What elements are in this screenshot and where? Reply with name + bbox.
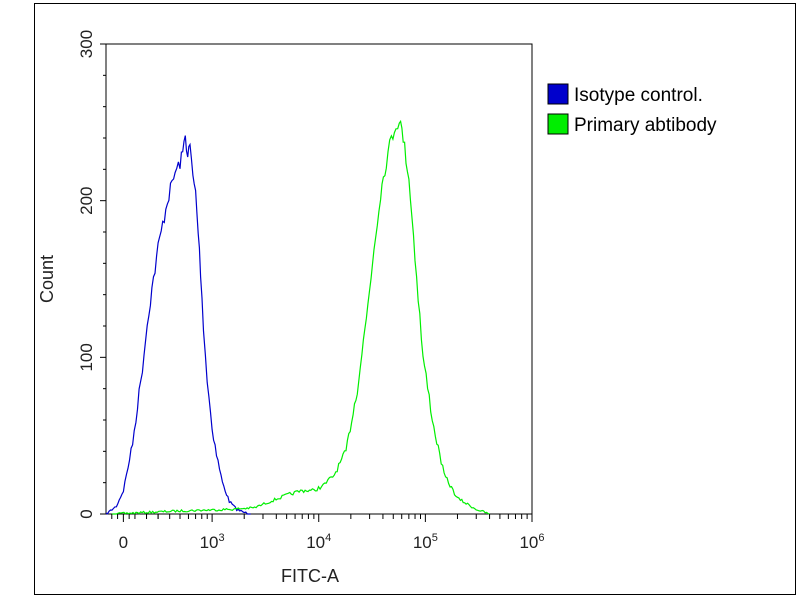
series-line-0 <box>105 135 251 515</box>
x-tick-label-base: 10 <box>413 533 432 552</box>
legend-swatch-1 <box>547 113 569 135</box>
y-tick-label-0: 0 <box>77 509 96 518</box>
y-axis-title: Count <box>37 255 57 303</box>
x-tick-label-base: 10 <box>200 533 219 552</box>
x-axis-title: FITC-A <box>281 566 339 586</box>
x-tick-label: 0 <box>119 533 128 552</box>
series-layer <box>105 119 490 515</box>
x-tick-label-base: 10 <box>519 533 538 552</box>
legend-label-1: Primary abtibody <box>574 115 717 136</box>
x-tick-label-exponent: 4 <box>325 532 331 544</box>
x-tick-label-exponent: 5 <box>432 532 438 544</box>
plot-border <box>105 43 533 515</box>
x-tick-label: 103 <box>200 532 225 552</box>
figure-frame: 0 100 200 300 0 103 104 105 106 FITC-A Count Is… <box>34 3 796 595</box>
y-axis: 0 100 200 300 <box>77 30 106 519</box>
legend: Isotype control. Primary abtibody <box>547 83 717 136</box>
x-tick-label-base: 0 <box>119 533 128 552</box>
y-tick-label-200: 200 <box>77 186 96 214</box>
x-tick-label: 105 <box>413 532 438 552</box>
y-tick-label-300: 300 <box>77 30 96 58</box>
x-tick-label-base: 10 <box>306 533 325 552</box>
legend-label-0: Isotype control. <box>574 85 703 106</box>
x-tick-label-exponent: 3 <box>219 532 225 544</box>
legend-swatch-0 <box>547 83 569 105</box>
series-line-1 <box>111 119 490 515</box>
y-tick-label-100: 100 <box>77 343 96 371</box>
x-axis: 0 103 104 105 106 <box>111 514 545 552</box>
x-tick-label: 104 <box>306 532 331 552</box>
x-tick-label: 106 <box>519 532 544 552</box>
x-tick-label-exponent: 6 <box>538 532 544 544</box>
